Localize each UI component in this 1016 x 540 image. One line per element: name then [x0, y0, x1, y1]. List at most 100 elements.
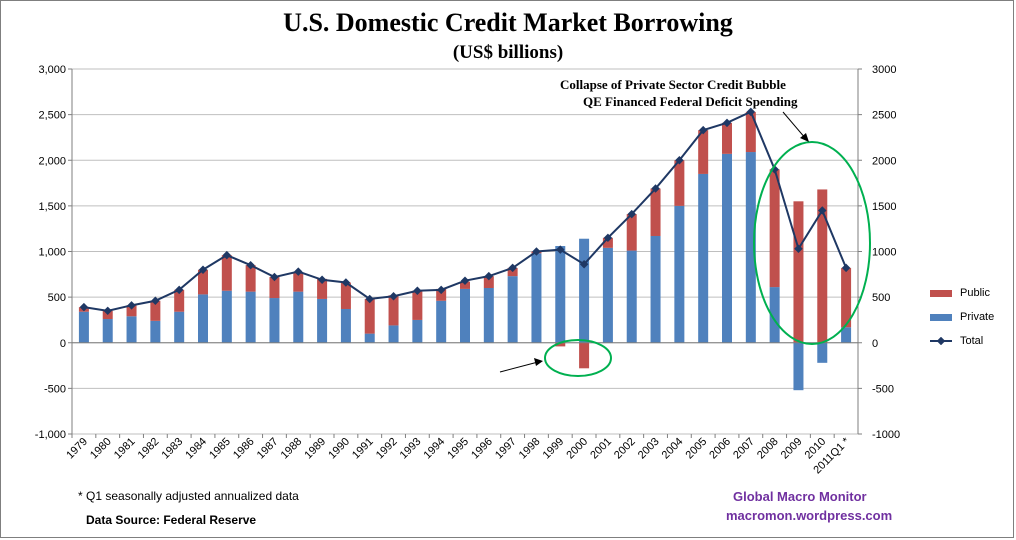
y-tick-left: 2,500: [38, 110, 66, 122]
y-tick-right: 0: [872, 338, 878, 350]
bar-private: [722, 153, 732, 343]
x-tick-label: 1980: [88, 436, 114, 462]
brand-url[interactable]: macromon.wordpress.com: [726, 508, 893, 523]
bar-public: [579, 342, 590, 369]
bar-public: [745, 111, 756, 153]
legend-label-total: Total: [960, 335, 984, 347]
bar-private: [769, 287, 780, 343]
bar-private: [579, 238, 590, 343]
total-point: [341, 278, 351, 287]
legend-swatch-public: [930, 289, 952, 297]
brand-name: Global Macro Monitor: [733, 489, 867, 504]
y-tick-left: 0: [60, 338, 66, 350]
x-tick-label: 1981: [112, 436, 138, 462]
y-tick-left: 3,000: [38, 64, 66, 76]
total-point: [579, 260, 589, 269]
total-point: [246, 260, 255, 270]
bar-private: [507, 276, 518, 343]
bar-public: [340, 282, 351, 309]
highlight-circle-1999-2000: [544, 339, 612, 377]
bar-public: [841, 267, 852, 328]
total-point: [460, 276, 470, 285]
bar-public: [269, 277, 280, 299]
bar-private: [317, 298, 328, 343]
total-point: [151, 296, 160, 306]
bar-private: [555, 246, 566, 343]
total-point: [317, 275, 327, 285]
total-point: [270, 272, 279, 282]
x-tick-label: 2002: [612, 436, 638, 462]
x-tick-label: 2004: [660, 436, 686, 462]
bar-public: [722, 122, 732, 154]
bar-public: [793, 201, 804, 343]
bar-public: [221, 255, 232, 291]
y-tick-right: -500: [872, 383, 894, 395]
x-tick-label: 2000: [564, 436, 590, 462]
x-tick-label: 1997: [493, 436, 519, 462]
gridlines: [72, 68, 858, 435]
y-tick-left: 1,500: [38, 201, 66, 213]
bar-private: [221, 290, 232, 343]
y-tick-left: 1,000: [38, 247, 66, 259]
bar-private: [436, 300, 447, 343]
bar-private: [126, 316, 137, 343]
bar-private: [817, 342, 828, 363]
bar-public: [626, 214, 637, 251]
total-point: [79, 302, 89, 312]
total-point: [413, 286, 422, 295]
bar-public: [317, 278, 328, 299]
legend-item-total: Total: [930, 335, 983, 347]
bar-public: [126, 305, 137, 317]
bar-private: [293, 291, 304, 343]
data-source: Data Source: Federal Reserve: [86, 513, 257, 527]
bar-public: [460, 281, 470, 289]
x-tick-label: 1994: [422, 436, 448, 462]
bar-private: [340, 308, 351, 343]
x-tick-label: 1987: [255, 436, 281, 462]
total-point: [294, 267, 303, 276]
bar-private: [841, 327, 852, 343]
bar-private: [78, 311, 89, 343]
highlight-circle-2008-2010: [753, 141, 871, 345]
bar-public: [555, 342, 566, 347]
bar-public: [698, 130, 709, 174]
bar-public: [245, 265, 256, 292]
x-tick-label: 1983: [160, 436, 186, 462]
total-point: [508, 263, 517, 273]
bar-private: [102, 319, 113, 343]
bar-public: [150, 300, 161, 321]
bar-private: [269, 298, 280, 343]
legend-label-public: Public: [960, 287, 990, 299]
y-tick-right: 2000: [872, 155, 896, 167]
bar-public: [817, 189, 828, 343]
arrow-head-top: [800, 133, 809, 142]
x-tick-label: 1991: [350, 436, 376, 462]
bar-public: [436, 288, 447, 301]
bar-private: [602, 247, 613, 343]
bar-public: [650, 188, 661, 236]
x-tick-label: 1992: [374, 436, 400, 462]
x-tick-label: 1984: [183, 436, 209, 462]
y-tick-right: 2500: [872, 110, 896, 122]
bar-public: [674, 160, 685, 206]
legend-swatch-total: [930, 336, 952, 346]
bar-private: [245, 291, 256, 343]
x-tick-label: 2009: [779, 436, 805, 462]
y-tick-right: 500: [872, 292, 890, 304]
arrow-head-bottom: [534, 358, 543, 366]
annotations: Collapse of Private Sector Credit Bubble…: [499, 77, 871, 377]
legend-item-private: Private: [930, 311, 994, 323]
x-tick-label: 2007: [731, 436, 757, 462]
total-point: [222, 250, 232, 260]
x-tick-label: 2001: [588, 436, 614, 462]
total-point: [198, 265, 208, 274]
bar-private: [698, 173, 709, 343]
chart-title: U.S. Domestic Credit Market Borrowing: [283, 8, 733, 37]
x-tick-label: 1999: [541, 436, 567, 462]
bars: [78, 111, 852, 391]
bar-public: [602, 237, 613, 248]
y-tick-left: 2,000: [38, 155, 66, 167]
total-point: [127, 301, 136, 310]
x-tick-label: 1985: [207, 436, 233, 462]
